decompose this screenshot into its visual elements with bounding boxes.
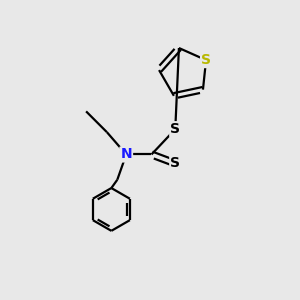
Text: S: S [170,156,180,170]
Text: S: S [201,53,211,67]
Text: S: S [170,122,180,136]
Text: N: N [120,148,132,161]
